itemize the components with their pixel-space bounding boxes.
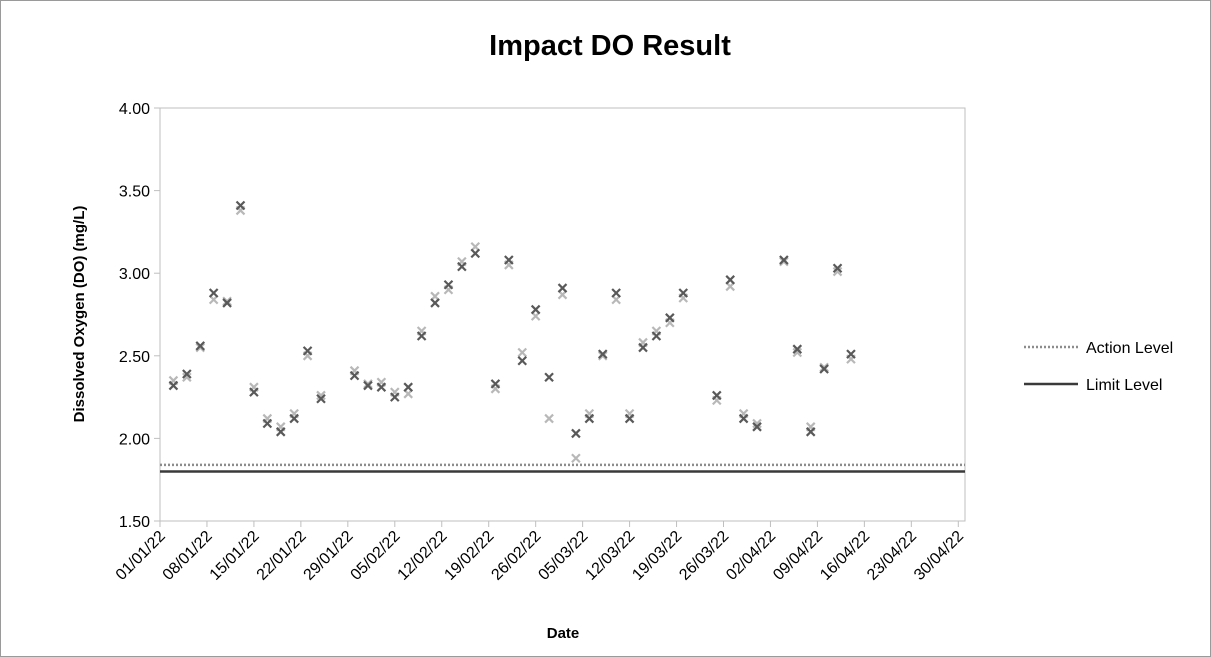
data-point-series-0 [832,263,843,274]
data-point-series-1 [517,347,528,358]
data-point-series-0 [208,288,219,298]
legend-label-0: Action Level [1086,340,1173,357]
data-point-series-0 [571,428,581,439]
data-point-series-1 [792,347,803,358]
data-point-series-1 [182,372,192,383]
x-axis-title: Date [547,625,580,642]
data-point-series-0 [530,304,541,315]
data-points [168,200,856,464]
data-point-series-0 [805,427,816,437]
y-axis: 1.50 2.00 2.50 3.00 3.50 4.00 [119,101,160,531]
data-point-series-0 [504,255,514,265]
data-point-series-1 [752,418,762,429]
data-point-series-0 [443,279,454,290]
data-point-series-0 [624,413,635,424]
data-point-series-0 [316,393,326,404]
data-point-series-0 [302,346,313,356]
data-point-series-0 [597,349,608,359]
data-point-series-0 [235,200,246,211]
data-point-series-0 [584,413,595,424]
y-tick-label: 2.00 [119,431,150,448]
data-point-series-0 [752,422,762,432]
data-point-series-1 [363,379,373,389]
chart-title: Impact DO Result [489,30,731,62]
data-point-series-0 [195,341,206,351]
y-tick-label: 2.50 [119,349,150,366]
data-point-series-1 [779,256,789,267]
data-point-series-0 [712,390,722,401]
data-point-series-0 [289,413,299,424]
legend-label-1: Limit Level [1086,377,1162,394]
reference-lines [160,463,965,473]
data-point-series-0 [638,342,648,353]
data-point-series-1 [544,413,554,424]
data-point-series-0 [403,382,413,392]
data-point-series-0 [275,427,286,437]
data-point-series-0 [738,413,749,424]
data-point-series-1 [571,453,581,464]
data-point-series-1 [316,390,326,401]
data-point-series-0 [517,355,528,366]
data-point-series-0 [349,370,360,381]
y-tick-label: 3.50 [119,184,150,201]
data-point-series-0 [470,248,481,259]
data-point-series-0 [430,298,440,308]
data-point-series-0 [490,379,501,389]
data-point-series-0 [182,369,192,379]
data-point-series-0 [544,372,554,383]
data-point-series-0 [665,313,675,323]
data-point-series-0 [457,261,467,272]
data-point-series-1 [222,296,232,307]
legend: Action Level Limit Level [1024,340,1173,394]
data-point-series-0 [363,380,373,391]
y-axis-title: Dissolved Oxygen (DO) (mg/L) [71,206,88,423]
data-point-series-0 [557,283,568,293]
data-point-series-0 [262,418,273,429]
data-point-series-0 [249,387,259,397]
data-point-series-0 [846,349,856,359]
data-point-series-0 [611,288,621,298]
y-tick-label: 3.00 [119,266,150,283]
data-point-series-1 [195,342,206,353]
data-point-series-0 [416,331,427,341]
data-point-series-0 [651,331,662,341]
data-point-series-1 [597,351,608,361]
data-point-series-0 [725,275,735,285]
data-point-series-0 [792,344,803,354]
data-point-series-1 [832,266,843,277]
data-point-series-0 [222,298,232,308]
data-point-series-1 [819,362,829,373]
data-point-series-0 [168,380,179,391]
data-point-series-0 [779,255,789,265]
data-point-series-0 [678,288,689,298]
y-tick-label: 1.50 [119,514,150,531]
plot-area [159,107,966,522]
data-point-series-0 [819,364,829,374]
data-point-series-0 [376,382,387,392]
y-tick-label: 4.00 [119,101,150,118]
data-point-series-0 [390,392,400,402]
